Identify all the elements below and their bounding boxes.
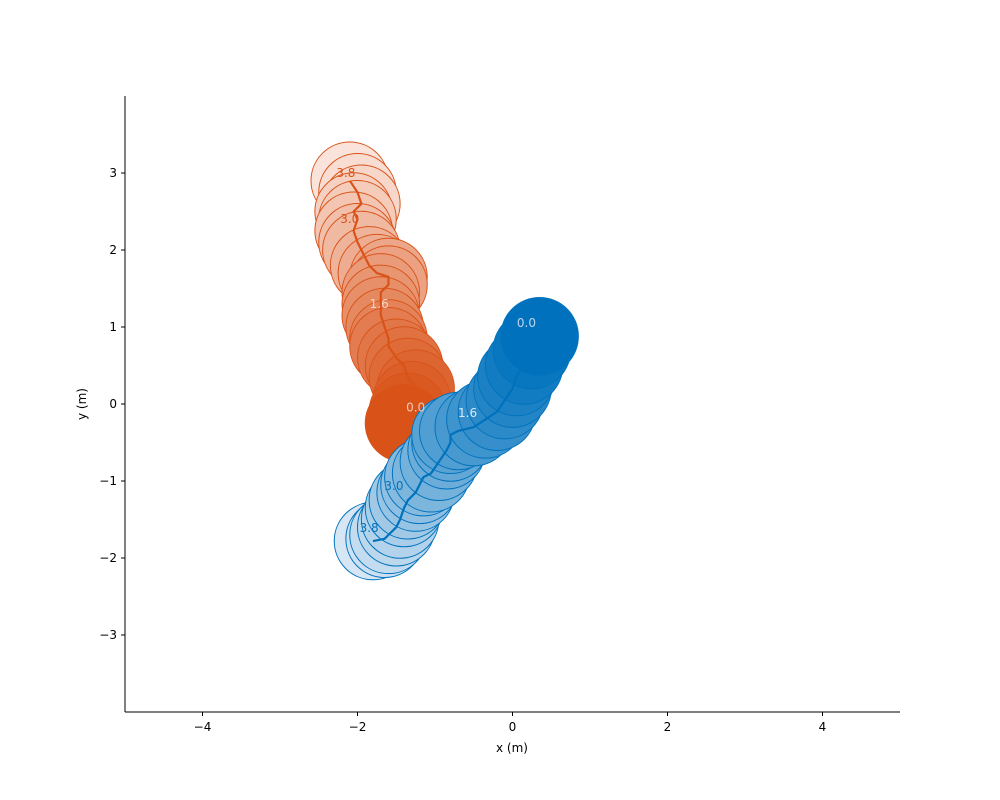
agent-0-time-label: 3.0 xyxy=(340,212,359,226)
agent-0-trajectory xyxy=(348,180,417,424)
y-tick-label: −3 xyxy=(99,628,117,642)
time-labels-layer: 0.0 1.6 3.0 3.8 0.0 1.6 3.0 3.8 xyxy=(336,166,536,535)
agent-1-time-label: 3.8 xyxy=(360,521,379,535)
x-tick-label: 4 xyxy=(819,720,827,734)
y-tick-label: 0 xyxy=(109,397,117,411)
ticks-layer: −4 −2 0 2 4 −3 −2 −1 0 1 2 3 xyxy=(99,166,826,734)
paths-layer xyxy=(348,180,541,543)
y-tick-label: 2 xyxy=(109,243,117,257)
agent-1-time-label: 0.0 xyxy=(517,316,536,330)
agent-0-time-label: 1.6 xyxy=(370,297,389,311)
x-axis-label: x (m) xyxy=(496,741,528,755)
agent-0-time-label: 3.8 xyxy=(336,166,355,180)
agent-1-trajectory xyxy=(372,335,541,543)
agents-layer xyxy=(310,141,579,581)
agent-1-time-label: 1.6 xyxy=(458,406,477,420)
y-tick-label: 1 xyxy=(109,320,117,334)
x-tick-label: −4 xyxy=(194,720,212,734)
y-axis-label: y (m) xyxy=(75,388,89,420)
y-tick-label: −2 xyxy=(99,551,117,565)
x-tick-label: 2 xyxy=(664,720,672,734)
agent-0-time-label: 0.0 xyxy=(406,401,425,415)
x-tick-label: −2 xyxy=(349,720,367,734)
agent-1-time-label: 3.0 xyxy=(384,479,403,493)
x-tick-label: 0 xyxy=(509,720,517,734)
y-tick-label: 3 xyxy=(109,166,117,180)
y-tick-label: −1 xyxy=(99,474,117,488)
